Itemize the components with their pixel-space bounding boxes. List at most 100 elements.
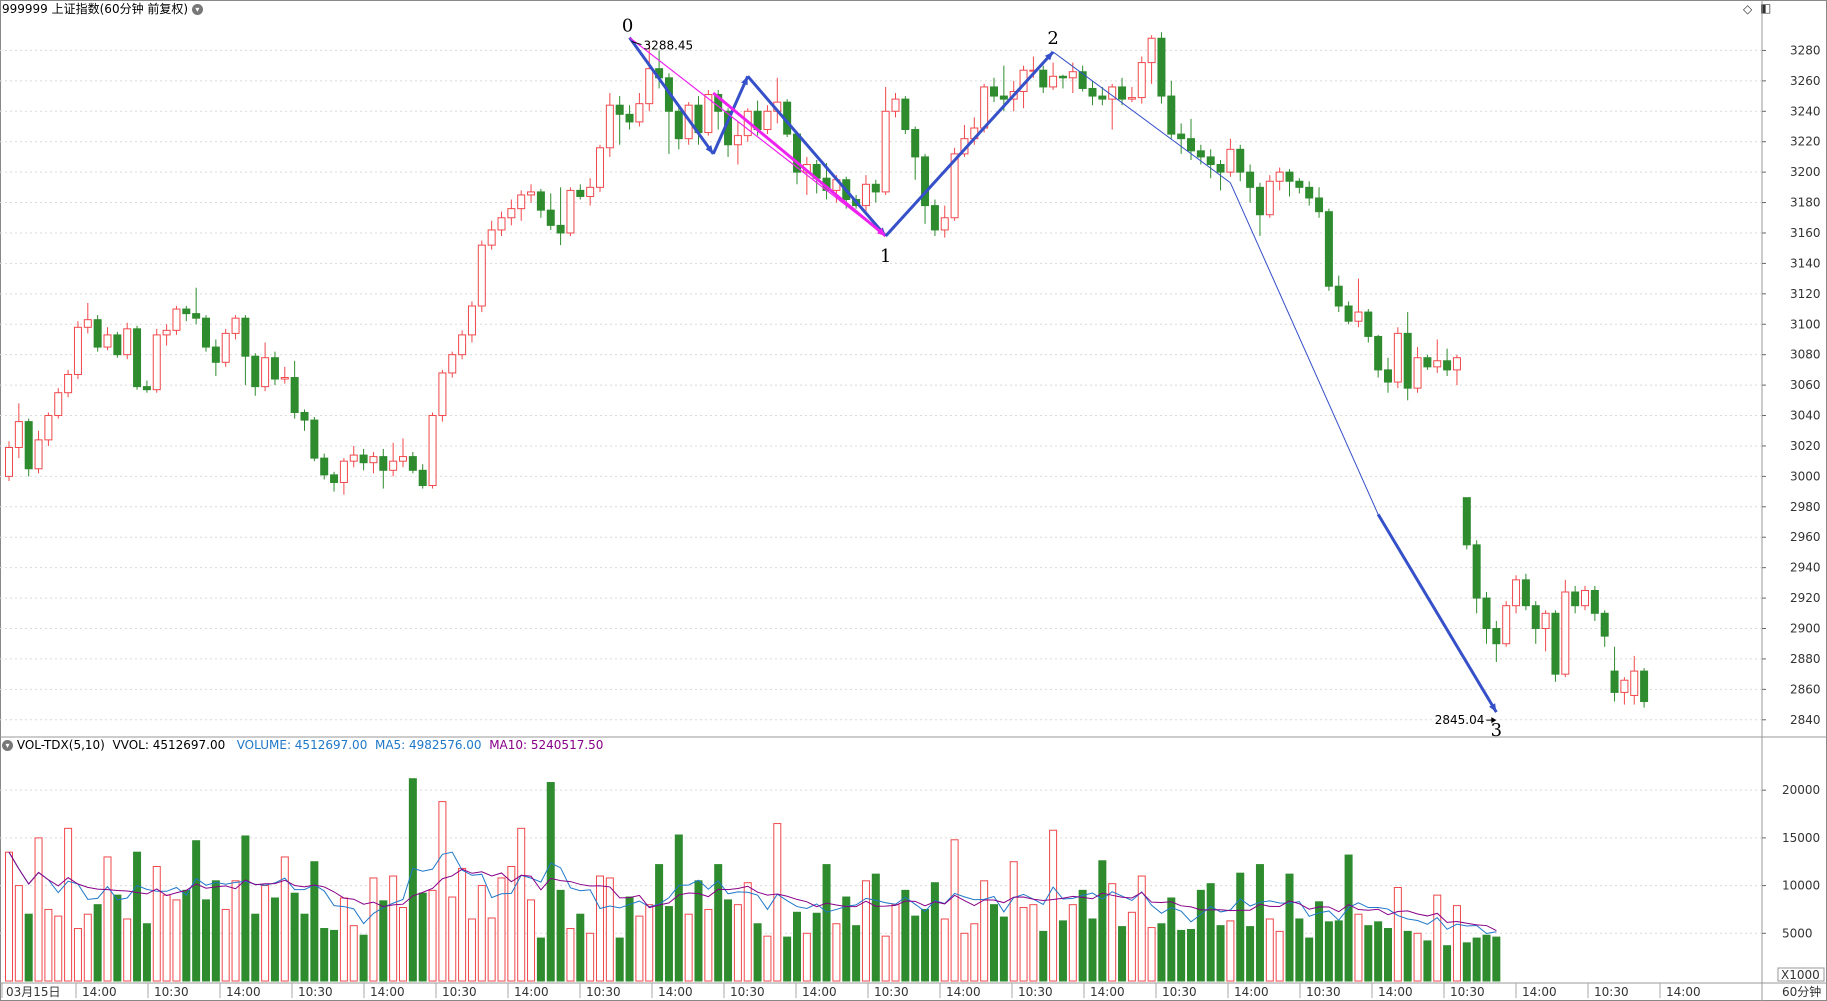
candle-body (1236, 148, 1245, 173)
candle (133, 325, 142, 390)
price-tick-label: 3040 (1790, 409, 1821, 423)
volume-bar (1443, 945, 1452, 982)
candle (871, 179, 880, 203)
volume-bar (1118, 926, 1127, 982)
candle-body (1324, 211, 1333, 287)
candle-body (162, 329, 171, 336)
volume-bar (1334, 920, 1343, 982)
volume-bar (231, 880, 240, 982)
candle (527, 184, 536, 203)
wave-line-2-3 (1229, 182, 1379, 515)
candle-body (1433, 360, 1442, 368)
price-tick-label: 2840 (1790, 713, 1821, 727)
candle (83, 302, 92, 334)
volume-bar (1068, 904, 1077, 982)
candle (123, 322, 132, 360)
x-tick-label: 14:00 (370, 985, 405, 999)
panel-icon[interactable]: ◧ (1760, 1, 1772, 15)
candle (34, 430, 43, 474)
candle (1531, 601, 1540, 644)
candle-body (596, 147, 604, 188)
candle (14, 403, 23, 459)
volume-bar (1098, 860, 1107, 982)
candle-body (891, 98, 900, 112)
candle (1226, 138, 1235, 177)
volume-bar (1472, 937, 1481, 982)
candle (1384, 357, 1392, 393)
volume-bar (743, 882, 752, 982)
volume-bar (664, 906, 673, 982)
chart-title: 999999 上证指数(60分钟 前复权) ▾ (2, 1, 203, 17)
candle (1640, 668, 1649, 708)
candle (645, 42, 654, 112)
candle-body (251, 355, 260, 388)
candle-body (34, 439, 43, 470)
x-tick-label: 10:30 (874, 985, 909, 999)
candle-body (704, 94, 713, 134)
candle-body (83, 319, 92, 328)
candle-body (320, 457, 329, 476)
volume-bar (655, 864, 664, 982)
candle (911, 126, 920, 180)
candle-body (1452, 357, 1461, 371)
volume-bar (881, 935, 890, 982)
price-tick-label: 2920 (1790, 591, 1821, 605)
candle (1433, 339, 1442, 373)
volume-bar (1413, 932, 1422, 982)
candle-body (1255, 186, 1264, 216)
candle-body (389, 460, 398, 471)
candle-body (1275, 171, 1284, 182)
candle (369, 452, 378, 474)
volume-bar (261, 885, 270, 982)
volume-bar (389, 875, 398, 982)
candle-body (379, 456, 388, 471)
candle (290, 360, 299, 419)
volume-bar (990, 904, 998, 982)
x-tick-label: 14:00 (1666, 985, 1701, 999)
volume-tick-label: 15000 (1782, 831, 1820, 845)
candle-body (1462, 497, 1471, 546)
vol-ma5-value: MA5: 4982576.00 (374, 738, 482, 752)
x-tick-label: 10:30 (1162, 985, 1197, 999)
candle (270, 351, 279, 386)
volume-bar (123, 918, 132, 982)
candle (202, 315, 210, 352)
candle (891, 93, 900, 118)
candle-body (1541, 612, 1550, 630)
candle (1502, 601, 1511, 647)
volume-bar (64, 827, 73, 982)
volume-bar (418, 892, 427, 982)
candle-body (448, 354, 457, 374)
candle-body (44, 415, 53, 441)
chevron-down-icon[interactable]: ▾ (191, 4, 203, 15)
candle (1334, 275, 1343, 313)
price-tick-label: 3020 (1790, 439, 1821, 453)
candle (1344, 301, 1353, 325)
volume-bar (182, 889, 191, 982)
candle (192, 287, 201, 325)
candle-body (418, 469, 427, 487)
volume-bar (438, 801, 447, 982)
candle-body (1413, 357, 1422, 389)
diamond-icon[interactable]: ◇ (1743, 2, 1753, 16)
candle (674, 106, 683, 150)
candle (5, 441, 13, 481)
candle-body (1206, 156, 1215, 166)
candle (1620, 677, 1629, 705)
volume-bar (596, 875, 604, 982)
volume-bar (1049, 829, 1058, 982)
volume-bar (133, 851, 142, 982)
volume-bar (536, 937, 545, 982)
volume-bar (773, 823, 782, 982)
candle-body (576, 189, 585, 197)
candle-body (1344, 305, 1353, 322)
candle (507, 199, 516, 226)
price-tick-label: 3180 (1790, 196, 1821, 210)
volume-bar (1206, 883, 1215, 982)
multiplier-label: X1000 (1781, 968, 1820, 982)
volume-menu-icon[interactable]: ▾ (2, 740, 13, 751)
period-label: 60分钟 (1782, 984, 1821, 999)
volume-tick-label: 10000 (1782, 879, 1820, 893)
candle (1088, 80, 1097, 106)
